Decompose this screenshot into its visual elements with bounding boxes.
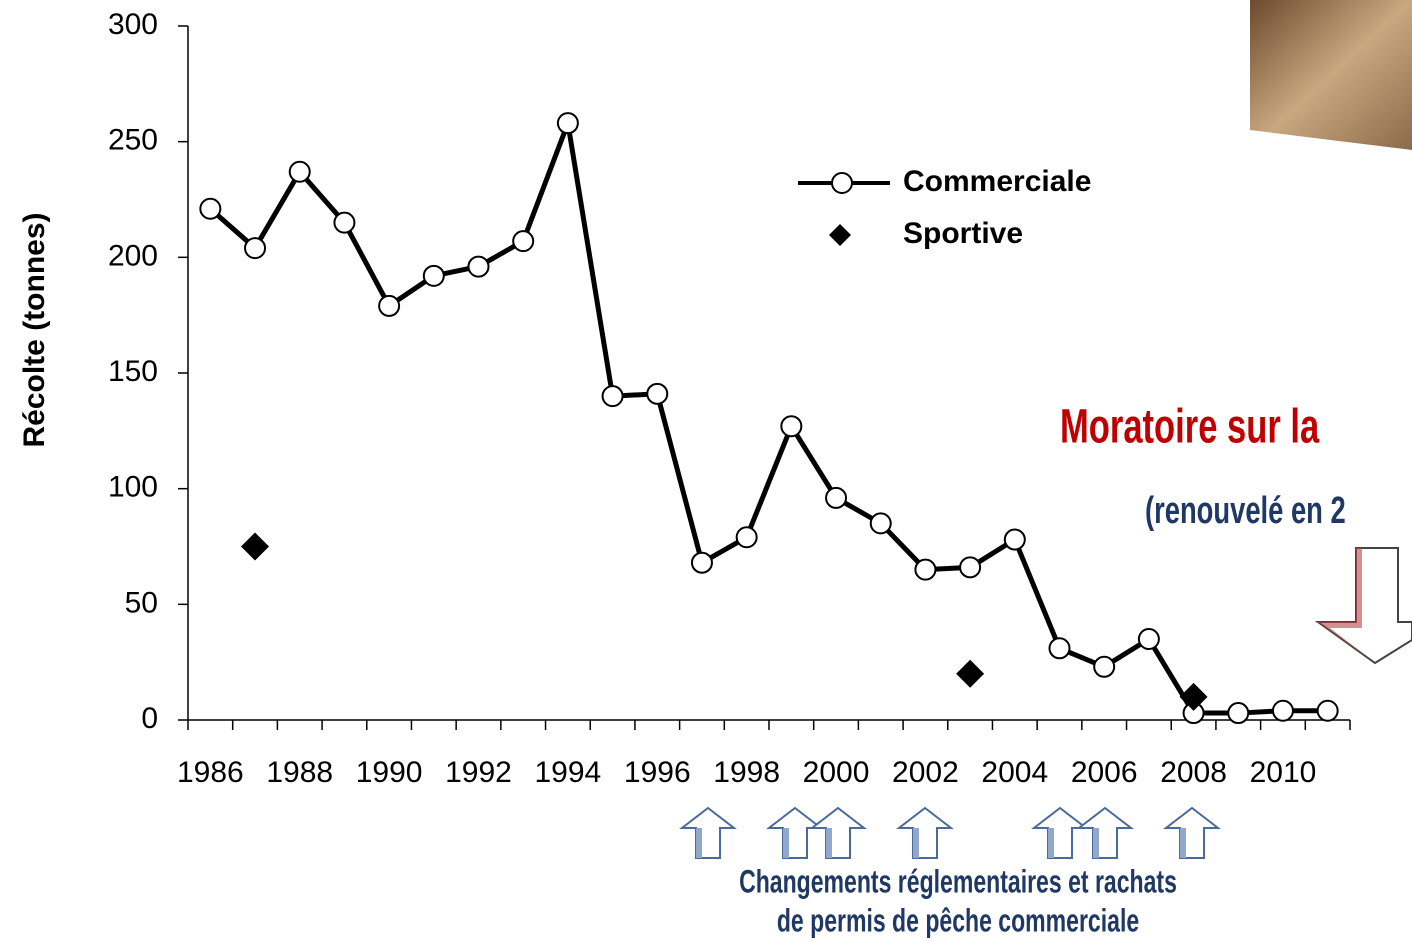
annotation: Moratoire sur la: [1060, 399, 1320, 453]
y-axis-label: Récolte (tonnes): [18, 212, 51, 447]
annotation: Changements réglementaires et rachats: [739, 864, 1177, 900]
point: [467, 255, 490, 278]
point: [512, 230, 535, 253]
point: [690, 551, 713, 574]
point: [422, 264, 445, 287]
point: [1048, 637, 1071, 660]
point: [869, 512, 892, 535]
point: [556, 112, 579, 135]
point: [601, 385, 624, 408]
annotation: de permis de pêche commerciale: [777, 903, 1139, 939]
point: [1271, 699, 1294, 722]
point: [1003, 528, 1026, 551]
up-arrow-shade: [826, 828, 832, 858]
x-tick-label: 2000: [803, 756, 870, 789]
y-tick-label: 150: [108, 355, 158, 388]
x-tick-label: 1986: [177, 756, 244, 789]
x-tick-label: 2010: [1250, 756, 1317, 789]
up-arrow-shade: [783, 828, 789, 858]
point: [199, 197, 222, 220]
x-tick-label: 2008: [1160, 756, 1227, 789]
x-tick-label: 2004: [981, 756, 1048, 789]
legend-marker: [831, 172, 853, 194]
y-tick-label: 100: [108, 471, 158, 504]
x-tick-label: 1990: [356, 756, 423, 789]
point: [1227, 702, 1250, 725]
up-arrow: [679, 806, 737, 859]
up-arrow-shade: [1093, 828, 1099, 858]
up-arrow: [1163, 806, 1221, 859]
y-tick-label: 50: [125, 586, 158, 619]
point: [1093, 655, 1116, 678]
up-arrow-shade: [913, 828, 919, 858]
point: [914, 558, 937, 581]
up-arrow: [766, 806, 824, 859]
legend-label: Commerciale: [903, 165, 1091, 198]
point: [288, 160, 311, 183]
legend-label: Sportive: [903, 217, 1023, 250]
x-tick-label: 1992: [445, 756, 512, 789]
point: [956, 659, 985, 688]
point: [244, 237, 267, 260]
up-arrow: [896, 806, 954, 859]
point: [1316, 699, 1339, 722]
point: [333, 211, 356, 234]
x-tick-label: 2006: [1071, 756, 1138, 789]
x-tick-label: 1998: [713, 756, 780, 789]
point: [780, 415, 803, 438]
down-arrow: [1314, 547, 1412, 665]
point: [378, 294, 401, 317]
y-tick-label: 200: [108, 239, 158, 272]
x-tick-label: 1994: [535, 756, 602, 789]
x-tick-label: 1988: [266, 756, 333, 789]
x-tick-label: 2002: [892, 756, 959, 789]
point: [735, 526, 758, 549]
up-arrow: [1031, 806, 1089, 859]
point: [825, 486, 848, 509]
point: [241, 532, 270, 561]
up-arrow-shade: [696, 828, 702, 858]
up-arrow-shade: [1048, 828, 1054, 858]
point: [1137, 628, 1160, 651]
point: [1179, 682, 1208, 711]
up-arrow-shade: [1180, 828, 1186, 858]
annotation: (renouvelé en 2: [1145, 490, 1346, 532]
y-tick-label: 300: [108, 8, 158, 41]
legend-marker: [829, 224, 851, 246]
y-tick-label: 0: [141, 702, 158, 735]
photo: [1250, 0, 1412, 150]
x-tick-label: 1996: [624, 756, 691, 789]
y-tick-label: 250: [108, 124, 158, 157]
down-arrow-shade: [1318, 548, 1375, 663]
up-arrow: [1076, 806, 1134, 859]
point: [646, 382, 669, 405]
point: [959, 556, 982, 579]
up-arrow: [809, 806, 867, 859]
